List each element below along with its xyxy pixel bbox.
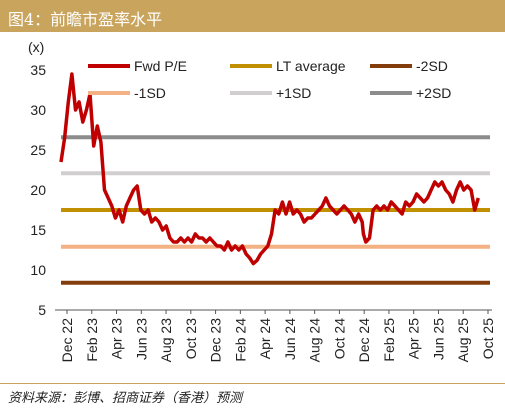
x-tick-label: Dec 22: [59, 318, 75, 363]
x-tick-label: Aug 24: [307, 318, 323, 363]
y-axis-unit-label: (x): [28, 39, 44, 55]
x-tick-label: Feb 23: [84, 318, 100, 362]
x-tick-label: Apr 23: [109, 318, 125, 359]
x-tick-label: Dec 24: [356, 318, 372, 363]
y-tick-label: 35: [30, 62, 46, 78]
x-tick-label: Dec 23: [208, 318, 224, 363]
fwd-pe-line: [59, 72, 480, 266]
legend-label: -2SD: [416, 58, 448, 74]
y-tick-label: 20: [30, 182, 46, 198]
source-note: 资料来源：彭博、招商证券（香港）预测: [8, 391, 243, 406]
y-tick-label: 15: [30, 222, 46, 238]
y-tick-label: 10: [30, 262, 46, 278]
y-tick-label: 30: [30, 102, 46, 118]
legend-item: LT average: [230, 58, 346, 74]
legend-label: -1SD: [134, 85, 166, 101]
legend-label: LT average: [276, 58, 346, 74]
x-axis-ticks: Dec 22 Feb 23 Apr 23 Jun 23 Aug 23 Oct 23 Dec …: [59, 310, 496, 362]
x-tick-label: Apr 25: [406, 318, 422, 359]
legend-label: +2SD: [416, 85, 451, 101]
forward-pe-chart: (x) 5 10 15 20 25 30 35 Dec 22 Feb 23 Apr 23 Jun …: [28, 39, 496, 362]
x-tick-label: Apr 24: [257, 318, 273, 359]
x-tick-label: Oct 24: [331, 318, 347, 359]
legend-label: +1SD: [276, 85, 311, 101]
legend-item: -2SD: [370, 58, 448, 74]
x-tick-label: Aug 25: [455, 318, 471, 363]
title-bar: 图4：前瞻市盈率水平: [0, 0, 505, 32]
y-tick-label: 25: [30, 142, 46, 158]
x-tick-label: Oct 25: [480, 318, 496, 359]
x-tick-label: Oct 23: [183, 318, 199, 359]
fwd-pe-series: [59, 72, 480, 266]
x-tick-label: Jun 23: [133, 318, 149, 360]
y-tick-label: 5: [38, 302, 46, 318]
chart-title: 图4：前瞻市盈率水平: [8, 10, 163, 29]
x-tick-label: Aug 23: [158, 318, 174, 363]
legend-item: Fwd P/E: [88, 58, 187, 74]
legend-item: +2SD: [370, 85, 451, 101]
legend-label: Fwd P/E: [134, 58, 187, 74]
x-tick-label: Jun 24: [282, 318, 298, 360]
x-tick-label: Jun 25: [430, 318, 446, 360]
source-divider: [0, 383, 505, 384]
y-axis-ticks: 5 10 15 20 25 30 35: [30, 62, 46, 318]
legend-item: +1SD: [230, 85, 311, 101]
x-tick-label: Feb 25: [381, 318, 397, 362]
x-tick-label: Feb 24: [232, 318, 248, 362]
legend-item: -1SD: [88, 85, 166, 101]
legend: Fwd P/E LT average -2SD -1SD +1SD +2SD: [88, 58, 451, 101]
